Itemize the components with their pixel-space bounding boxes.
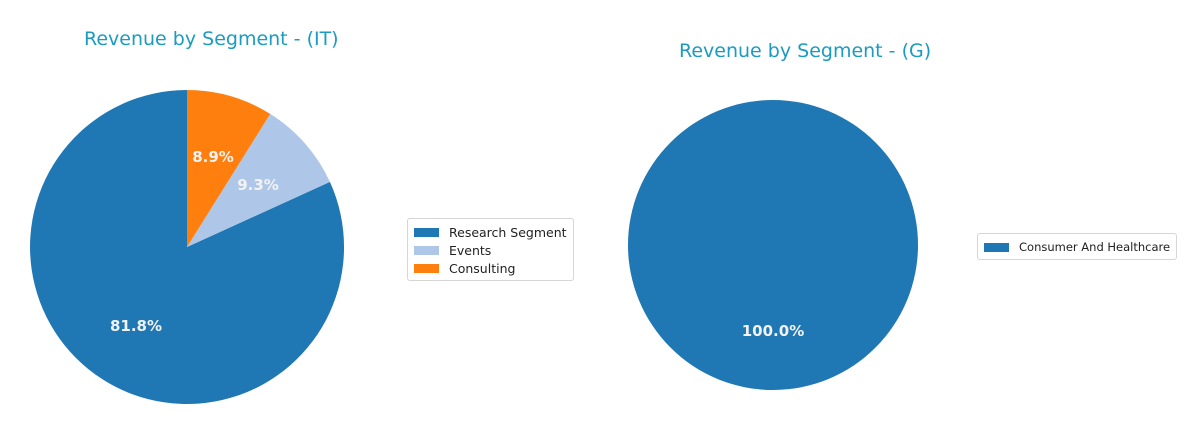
swatch-icon <box>414 227 439 237</box>
label-research-segment: 81.8% <box>110 317 162 335</box>
label-consumer-and-healthcare: 100.0% <box>742 322 804 340</box>
legend-item-consumer-and-healthcare: Consumer And Healthcare <box>984 238 1170 256</box>
swatch-icon <box>984 242 1009 252</box>
slice-consumer-and-healthcare <box>628 100 918 390</box>
legend-item-events: Events <box>414 241 567 259</box>
chart-title-g: Revenue by Segment - (G) <box>679 40 932 62</box>
slice-research-segment <box>30 90 345 405</box>
legend-label: Research Segment <box>449 224 567 240</box>
pie-g: 100.0% <box>628 100 918 390</box>
slice-events <box>187 113 330 248</box>
legend-g: Consumer And Healthcare <box>977 233 1178 260</box>
label-events: 9.3% <box>237 176 279 194</box>
label-consulting: 8.9% <box>192 148 234 166</box>
legend-item-research-segment: Research Segment <box>414 223 567 241</box>
legend-item-consulting: Consulting <box>414 259 567 277</box>
slice-consulting <box>187 90 271 247</box>
legend-label: Consumer And Healthcare <box>1019 240 1171 254</box>
legend-label: Events <box>449 242 492 258</box>
chart-title-it: Revenue by Segment - (IT) <box>84 28 339 50</box>
pie-it: 81.8% 9.3% 8.9% <box>30 90 345 405</box>
swatch-icon <box>414 263 439 273</box>
swatch-icon <box>414 245 439 255</box>
legend-label: Consulting <box>449 260 516 276</box>
legend-it: Research Segment Events Consulting <box>407 218 574 281</box>
